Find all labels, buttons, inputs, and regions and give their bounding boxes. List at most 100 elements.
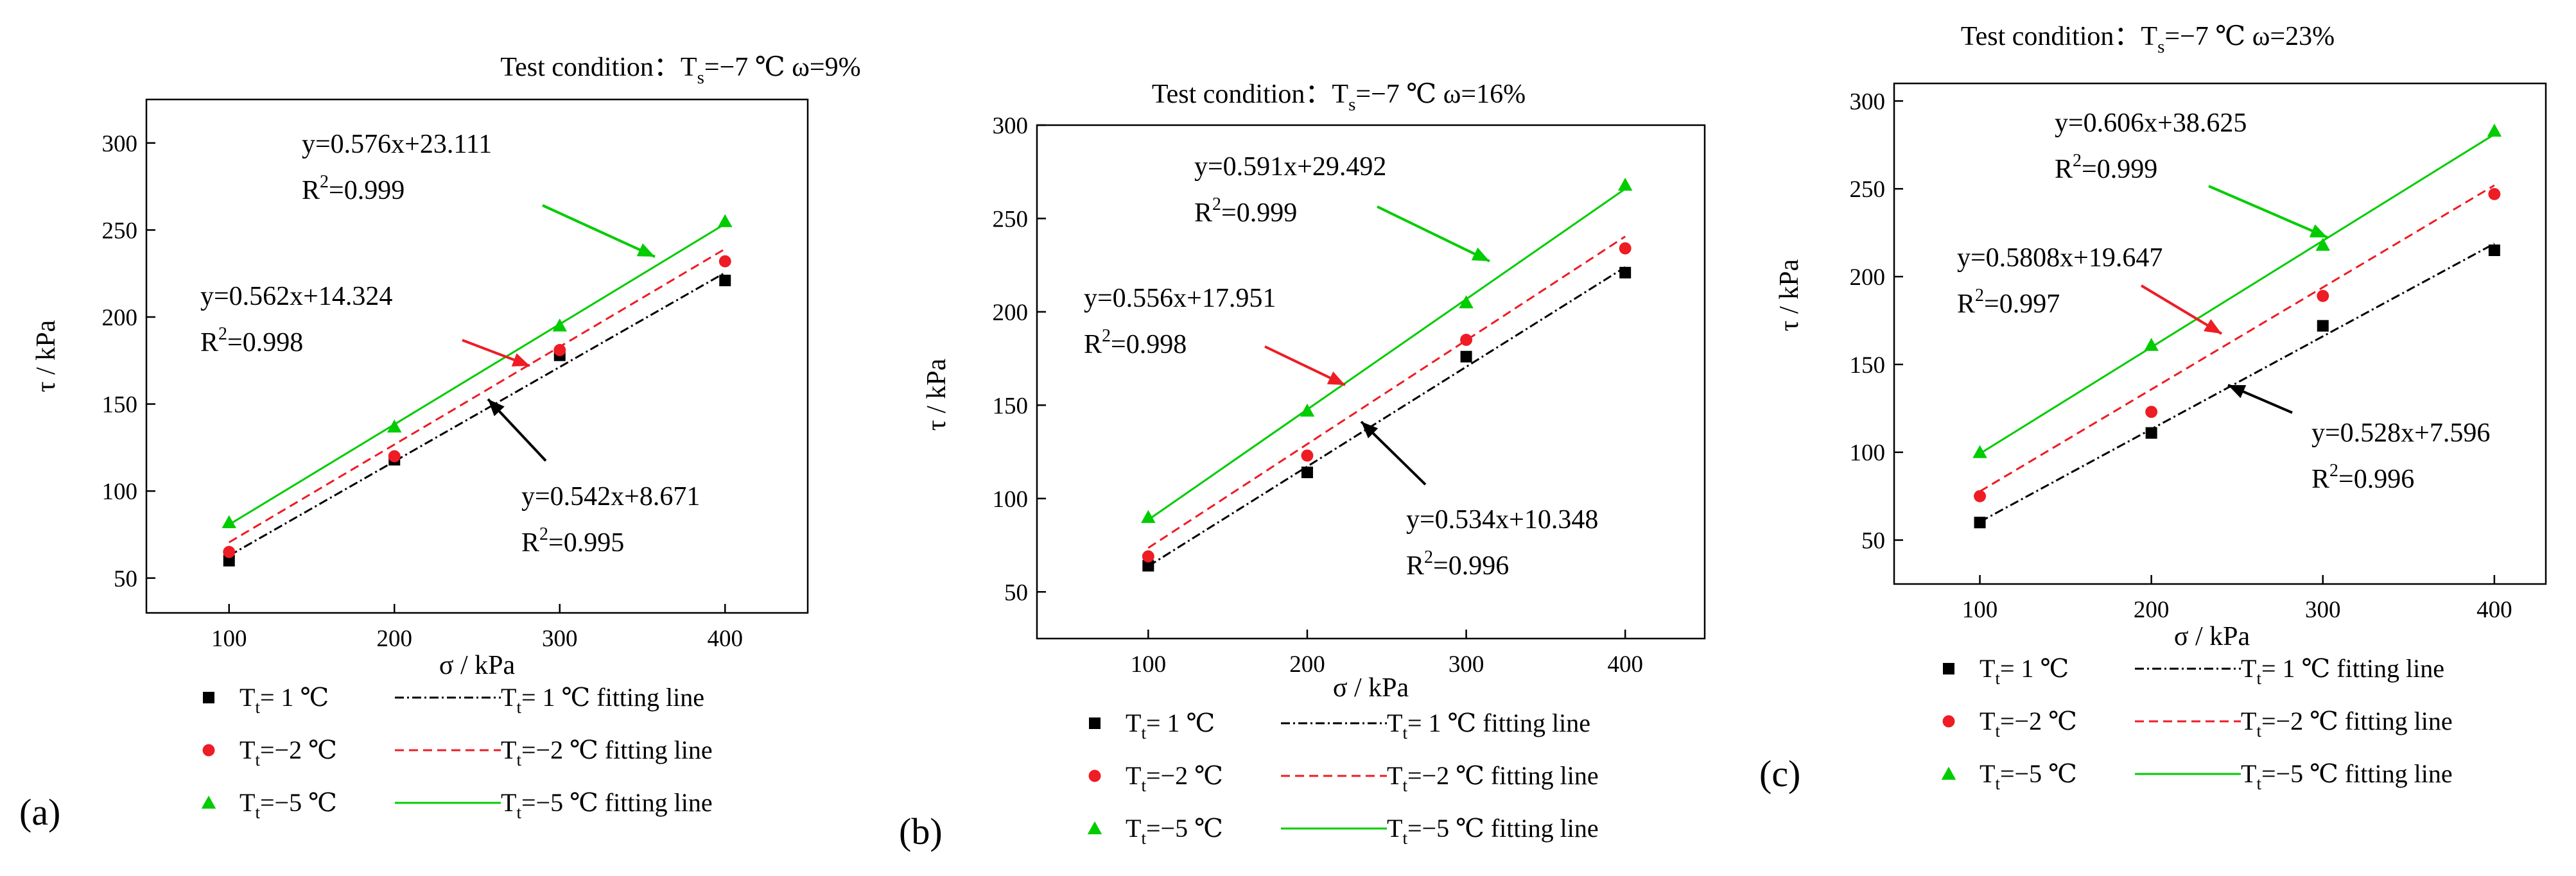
annotation-arrow-t5-shaft — [542, 204, 656, 258]
legend-fit-label-t5-sub: t — [1402, 829, 1407, 848]
legend-fit-label-t1-main: T — [1387, 709, 1402, 737]
y-tick-label: 200 — [1850, 264, 1886, 291]
data-point-t5 — [2487, 123, 2502, 137]
chart-title-rest: =−7 ℃ ω=9% — [704, 53, 861, 82]
r-squared-t1-val: =0.995 — [548, 528, 624, 558]
y-axis-label: τ / kPa — [31, 320, 61, 392]
r-squared-t5-val: =0.999 — [1221, 198, 1297, 228]
legend-marker-t2 — [202, 744, 215, 757]
data-point-t5 — [1300, 403, 1315, 417]
r-squared-t1-sup: 2 — [2329, 461, 2338, 481]
r-squared-t2: R2=0.998 — [200, 324, 303, 357]
legend-label-t2-main: T — [1980, 707, 1995, 735]
legend-fit-label-t1: Tt= 1 ℃ fitting line — [501, 683, 704, 717]
chart-panel-3: Test condition：Ts=−7 ℃ ω=23% 100 200 300 400… — [1759, 22, 2547, 794]
legend-label-t5: Tt=−5 ℃ — [1126, 814, 1223, 848]
annotation-arrow-t5-head — [1471, 247, 1490, 261]
r-squared-t5-val: =0.999 — [2082, 155, 2157, 184]
r-squared-t2: R2=0.997 — [1957, 286, 2060, 319]
data-point-t2 — [1301, 449, 1314, 462]
legend-fit-label-t2: Tt=−2 ℃ fitting line — [501, 735, 713, 769]
r-squared-t5-sup: 2 — [2073, 151, 2082, 171]
chart-title-sub: s — [1348, 94, 1355, 115]
data-point-t1 — [1619, 266, 1632, 279]
legend-label-t5-main: T — [239, 788, 255, 817]
fit-line-t5 — [228, 223, 726, 526]
legend-fit-label-t5: Tt=−5 ℃ fitting line — [501, 788, 713, 822]
x-tick-label: 100 — [211, 626, 247, 652]
legend-fit-label-t5-rest: =−5 ℃ fitting line — [2261, 759, 2453, 788]
data-point-t5 — [2315, 237, 2331, 251]
equation-t2: y=0.562x+14.324 — [200, 282, 392, 311]
annotation-arrow-t1-head — [1361, 422, 1379, 439]
panel-label: (c) — [1759, 753, 1800, 794]
r-squared-t2-r: R — [1957, 289, 1975, 319]
legend-fit-label-t1: Tt= 1 ℃ fitting line — [2241, 654, 2444, 688]
y-tick-label: 100 — [1850, 440, 1886, 467]
annotation-arrow-t1-head — [2228, 385, 2247, 399]
r-squared-t2-r: R — [200, 328, 218, 357]
annotation-arrow-t5-shaft — [2208, 185, 2328, 239]
legend-fit-label-t2-main: T — [1387, 761, 1402, 790]
legend-label-t5-sub: t — [1141, 829, 1146, 848]
fit-line-t5 — [1147, 187, 1626, 521]
legend-label-t5: Tt=−5 ℃ — [239, 788, 337, 822]
data-point-t5 — [1141, 510, 1156, 523]
legend-label-t5: Tt=−5 ℃ — [1980, 759, 2077, 793]
fit-line-t2 — [228, 248, 726, 544]
y-tick-label: 250 — [102, 218, 138, 244]
chart-title-main: Test condition：T — [1961, 22, 2157, 51]
y-axis-label: τ / kPa — [1775, 259, 1804, 331]
legend-marker-t1 — [1943, 663, 1954, 674]
legend-fit-label-t2-sub: t — [516, 750, 521, 769]
legend-fit-label-t1: Tt= 1 ℃ fitting line — [1387, 709, 1590, 743]
annotation-arrow-t5-head — [2309, 224, 2328, 237]
annotation-arrow-t5-shaft — [1377, 205, 1490, 262]
y-axis-label: τ / kPa — [922, 358, 952, 431]
data-point-t2 — [553, 344, 566, 356]
legend-fit-label-t1-sub: t — [516, 698, 521, 717]
legend-label-t2-sub: t — [255, 750, 260, 769]
r-squared-t2-sup: 2 — [1975, 286, 1984, 305]
r-squared-t1: R2=0.995 — [521, 524, 624, 558]
data-point-t5 — [1459, 295, 1474, 309]
data-point-t1 — [2317, 320, 2329, 332]
chart-title-rest: =−7 ℃ ω=16% — [1355, 80, 1526, 109]
legend-label-t5-rest: =−5 ℃ — [260, 788, 337, 817]
legend-label-t1-sub: t — [255, 698, 260, 717]
legend-fit-label-t5-main: T — [501, 788, 516, 817]
x-tick-label: 100 — [1131, 651, 1167, 678]
r-squared-t5-val: =0.999 — [329, 176, 405, 205]
x-tick-label: 400 — [2476, 597, 2512, 623]
legend-fit-label-t5-main: T — [1387, 814, 1402, 843]
legend-fit-label-t2-sub: t — [2256, 721, 2261, 741]
r-squared-t1-r: R — [2311, 465, 2329, 494]
legend-label-t2-rest: =−2 ℃ — [2000, 707, 2077, 735]
data-point-t1 — [2488, 245, 2500, 256]
legend-fit-label-t2: Tt=−2 ℃ fitting line — [1387, 761, 1599, 795]
r-squared-t5: R2=0.999 — [1194, 194, 1297, 228]
chart-title-rest: =−7 ℃ ω=23% — [2164, 22, 2335, 51]
x-tick-label: 200 — [1289, 651, 1325, 678]
legend-fit-label-t5-rest: =−5 ℃ fitting line — [1407, 814, 1599, 843]
legend-label-t2-main: T — [1126, 761, 1141, 790]
fit-line-t5 — [1979, 133, 2495, 455]
data-point-t2 — [1974, 490, 1987, 502]
y-tick-label: 50 — [114, 566, 137, 592]
panel-label: (b) — [899, 811, 943, 852]
annotation-arrow-t2-head — [511, 353, 530, 367]
equation-t5: y=0.606x+38.625 — [2055, 108, 2247, 138]
data-point-t2 — [2145, 406, 2158, 418]
r-squared-t5: R2=0.999 — [302, 172, 405, 205]
y-tick-label: 100 — [102, 479, 138, 505]
legend-fit-label-t1-sub: t — [1402, 723, 1407, 743]
r-squared-t1-val: =0.996 — [1433, 551, 1509, 581]
legend-fit-label-t2-rest: =−2 ℃ fitting line — [1407, 761, 1599, 790]
x-tick-label: 300 — [542, 626, 578, 652]
chart-title: Test condition：Ts=−7 ℃ ω=23% — [1961, 22, 2335, 57]
y-tick-label: 300 — [1850, 89, 1886, 115]
legend-label-t2: Tt=−2 ℃ — [1126, 761, 1223, 795]
legend-label-t1-rest: = 1 ℃ — [260, 683, 329, 712]
y-tick-label: 250 — [1850, 176, 1886, 203]
